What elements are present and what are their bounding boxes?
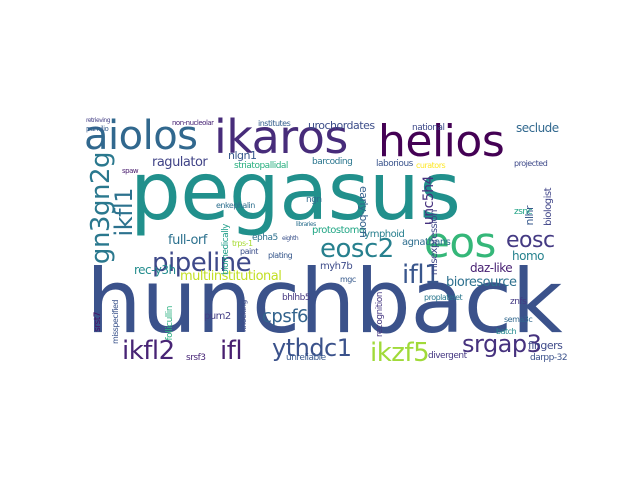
word-spaw: spaw bbox=[122, 167, 139, 175]
word-knocking: knocking bbox=[239, 300, 248, 332]
word-pumilio: pumilio bbox=[86, 125, 109, 133]
word-hunchback: hunchback bbox=[86, 250, 563, 353]
word-rec-y3h: rec-y3h bbox=[134, 263, 176, 277]
word-retrieving: retrieving bbox=[86, 117, 111, 124]
word-ikfl2: ikfl2 bbox=[122, 336, 175, 366]
word-ifl1: ifl1 bbox=[402, 260, 441, 290]
word-pegasus: pegasus bbox=[130, 145, 461, 238]
word-pum2: pum2 bbox=[204, 311, 231, 322]
word-lymphoid: lymphoid bbox=[362, 229, 405, 240]
word-national: national bbox=[412, 123, 445, 133]
word-epha5: epha5 bbox=[252, 233, 278, 243]
word-barcoding: barcoding bbox=[312, 157, 353, 167]
word-biologist: biologist bbox=[543, 188, 554, 226]
word-aiolos: aiolos bbox=[84, 113, 198, 159]
word-trps-1: trps-1 bbox=[232, 239, 253, 248]
word-eosc2: eosc2 bbox=[320, 234, 394, 264]
word-agnathans: agnathans bbox=[402, 237, 451, 248]
word-sema3c: sema3c bbox=[504, 315, 533, 324]
word-ngn: ngn bbox=[306, 195, 322, 205]
word-projected: projected bbox=[514, 159, 548, 168]
word-bhlhb5: bhlhb5 bbox=[282, 293, 311, 303]
word-bioresource: bioresource bbox=[446, 275, 517, 290]
word-laborious: laborious bbox=[376, 159, 413, 169]
word-cpsf6: cpsf6 bbox=[262, 306, 309, 327]
word-ifl: ifl bbox=[220, 336, 243, 366]
word-srsf3: srsf3 bbox=[186, 353, 206, 363]
word-ragulator: ragulator bbox=[152, 155, 208, 170]
word-nlgn1: nlgn1 bbox=[228, 149, 257, 162]
word-unreliable: unreliable bbox=[286, 353, 326, 363]
word-biomedically: biomedically bbox=[221, 224, 231, 276]
word-recognition: recognition bbox=[375, 292, 385, 338]
word-darpp-32: darpp-32 bbox=[530, 353, 568, 363]
word-full-orf: full-orf bbox=[168, 233, 207, 248]
word-proplatelet: proplatelet bbox=[424, 293, 463, 302]
word-ikaros: ikaros bbox=[214, 110, 348, 164]
word-divergent: divergent bbox=[428, 351, 467, 361]
word-early-born: early-born bbox=[357, 186, 370, 238]
word-plating: plating bbox=[268, 251, 293, 260]
word-batch: batch bbox=[496, 327, 517, 336]
word-seclude: seclude bbox=[516, 121, 559, 135]
word-homo: homo bbox=[512, 249, 544, 263]
word-eos: eos bbox=[424, 218, 496, 267]
word-paint: paint bbox=[240, 247, 258, 256]
word-eighth: eighth bbox=[282, 235, 299, 242]
word-fingers: fingers bbox=[528, 339, 563, 352]
word-non-nucleolar: non-nucleolar bbox=[172, 119, 214, 127]
word-daz-like: daz-like bbox=[470, 261, 513, 275]
word-multiinstitutional: multiinstitutional bbox=[180, 269, 282, 284]
word-striatopallidal: striatopallidal bbox=[234, 161, 288, 171]
word-ikfl1: ikfl1 bbox=[110, 188, 138, 237]
word-curators: curators bbox=[416, 161, 446, 170]
word-zsnc: zsnc bbox=[514, 207, 533, 217]
word-misexpression: misexpression bbox=[429, 210, 440, 276]
word-myh7b: myh7b bbox=[320, 261, 353, 272]
word-znfs: znfs bbox=[510, 297, 527, 307]
word-srst7: srst7 bbox=[93, 312, 103, 332]
word-institutes: institutes bbox=[258, 119, 291, 128]
word-protostome: protostome bbox=[312, 225, 365, 236]
word-libraries: libraries bbox=[296, 221, 316, 228]
word-enkephalin: enkephalin bbox=[216, 201, 255, 210]
word-mgc: mgc bbox=[340, 275, 356, 284]
word-urochordates: urochordates bbox=[308, 119, 375, 132]
word-ythdc1: ythdc1 bbox=[272, 334, 352, 362]
word-pipeline: pipeline bbox=[152, 248, 252, 278]
word-eosc: eosc bbox=[506, 228, 555, 253]
word-srgap3: srgap3 bbox=[462, 330, 542, 358]
word-helios: helios bbox=[378, 116, 505, 167]
word-ikzf5: ikzf5 bbox=[370, 338, 430, 368]
word-follicullin: follicullin bbox=[165, 306, 175, 341]
word-misspecified: misspecified bbox=[111, 300, 120, 345]
